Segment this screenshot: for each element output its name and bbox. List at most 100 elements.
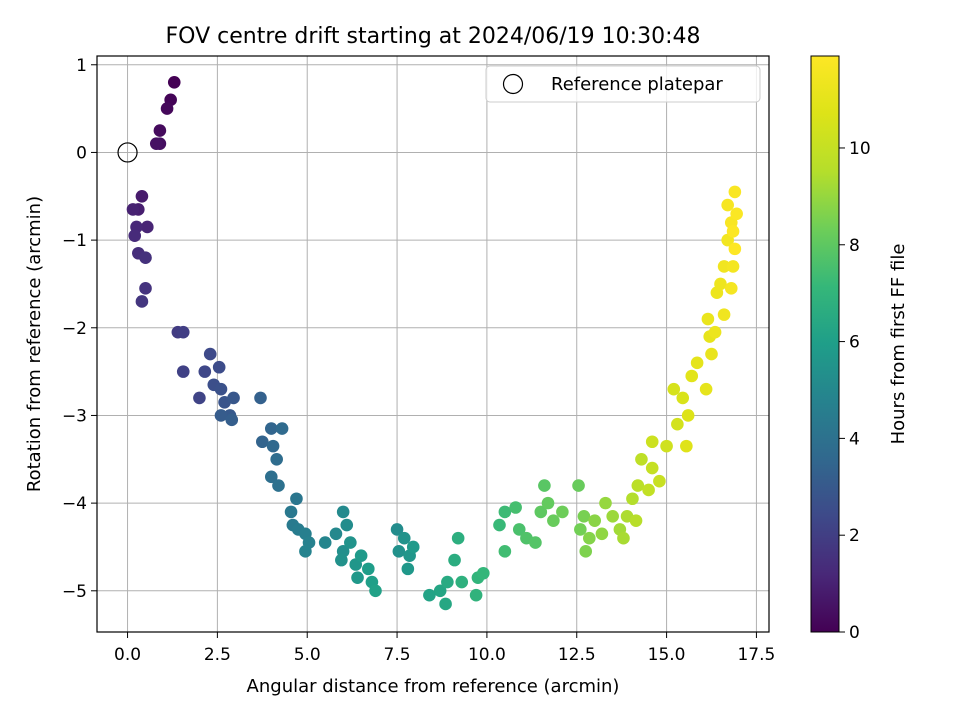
x-axis-label: Angular distance from reference (arcmin): [247, 676, 620, 697]
data-point: [128, 229, 142, 243]
y-tick-label: −2: [62, 319, 87, 339]
y-tick-label: 0: [76, 143, 87, 163]
data-point: [493, 518, 506, 532]
data-point: [256, 435, 269, 449]
data-point: [329, 527, 343, 541]
data-point: [139, 251, 152, 264]
data-point: [547, 514, 560, 527]
colorbar-label: Hours from first FF file: [888, 244, 909, 445]
data-point: [509, 501, 522, 514]
data-point: [635, 452, 648, 466]
legend-marker: [502, 73, 524, 95]
reference-platepar-marker: [117, 142, 138, 163]
data-point: [344, 536, 357, 549]
data-point: [397, 531, 411, 545]
data-point: [701, 312, 715, 326]
data-point: [340, 518, 354, 532]
data-point: [599, 496, 612, 510]
colorbar-tick-label: 6: [849, 333, 860, 353]
data-point: [270, 452, 283, 466]
data-point: [448, 553, 461, 567]
data-point: [541, 496, 555, 510]
data-point: [212, 360, 226, 374]
data-point: [176, 325, 190, 339]
x-tick-label: 0.0: [114, 645, 141, 665]
data-point: [362, 562, 375, 576]
data-point: [574, 523, 587, 536]
data-point: [225, 413, 239, 427]
data-point: [681, 409, 695, 422]
data-point: [498, 505, 512, 519]
data-point: [135, 295, 149, 308]
data-point: [336, 505, 350, 519]
y-axis-ticks: 1 0 −1 −2 −3 −4 −5: [62, 56, 97, 602]
data-point: [728, 242, 742, 256]
data-point: [351, 571, 364, 584]
data-point: [726, 260, 740, 273]
x-axis-ticks: 0.0 2.5 5.0 7.5 10.0 12.5 15.0 17.5: [114, 632, 775, 665]
colorbar-gradient: [810, 55, 840, 633]
data-point: [680, 439, 693, 453]
x-tick-label: 17.5: [737, 645, 775, 665]
data-point: [572, 479, 585, 492]
data-point: [477, 566, 490, 580]
data-point: [439, 597, 452, 611]
data-point: [699, 382, 713, 396]
data-point: [214, 382, 228, 396]
data-point: [577, 509, 591, 523]
data-point: [266, 439, 280, 453]
data-point: [406, 540, 420, 554]
data-point: [299, 545, 312, 558]
data-point: [141, 220, 154, 234]
data-point: [264, 470, 278, 484]
data-point: [653, 474, 666, 488]
data-point: [534, 505, 548, 519]
data-point: [318, 536, 332, 549]
data-point: [708, 325, 722, 339]
data-point: [390, 523, 404, 536]
y-tick-label: −1: [62, 231, 87, 251]
data-point: [401, 562, 415, 576]
data-point: [160, 102, 174, 115]
data-point: [335, 553, 348, 567]
data-point: [512, 523, 526, 536]
data-point: [606, 509, 619, 523]
data-point: [642, 483, 655, 497]
y-axis-label: Rotation from reference (arcmin): [24, 196, 45, 492]
y-tick-label: −5: [62, 582, 87, 602]
data-point: [667, 382, 681, 396]
data-point: [717, 308, 731, 321]
x-tick-label: 2.5: [204, 645, 231, 665]
x-tick-label: 10.0: [468, 645, 506, 665]
data-point: [451, 531, 465, 545]
chart-title: FOV centre drift starting at 2024/06/19 …: [166, 24, 701, 49]
data-point: [203, 347, 217, 361]
data-point: [579, 545, 593, 558]
data-point: [705, 347, 718, 361]
data-point: [498, 545, 512, 558]
colorbar-tick-label: 8: [849, 236, 860, 256]
data-point: [631, 479, 645, 492]
scatter-points: [126, 76, 743, 611]
data-point: [290, 492, 303, 506]
data-point: [538, 479, 551, 492]
data-point: [724, 282, 738, 295]
data-point: [176, 365, 190, 378]
legend-label: Reference platepar: [551, 74, 723, 95]
colorbar: 0 2 4 6 8 10 Hours from first FF file: [810, 55, 909, 643]
colorbar-tick-label: 10: [849, 139, 871, 159]
data-point: [469, 588, 483, 602]
data-point: [441, 575, 454, 589]
data-point: [275, 422, 289, 435]
data-point: [660, 439, 673, 453]
data-point: [595, 527, 609, 541]
legend-box: [485, 65, 761, 103]
axes-frame: [96, 55, 770, 633]
data-point: [284, 505, 298, 519]
x-tick-label: 5.0: [294, 645, 321, 665]
data-point: [588, 514, 602, 527]
data-point: [645, 435, 659, 449]
data-point: [423, 588, 436, 602]
data-point: [645, 461, 659, 475]
